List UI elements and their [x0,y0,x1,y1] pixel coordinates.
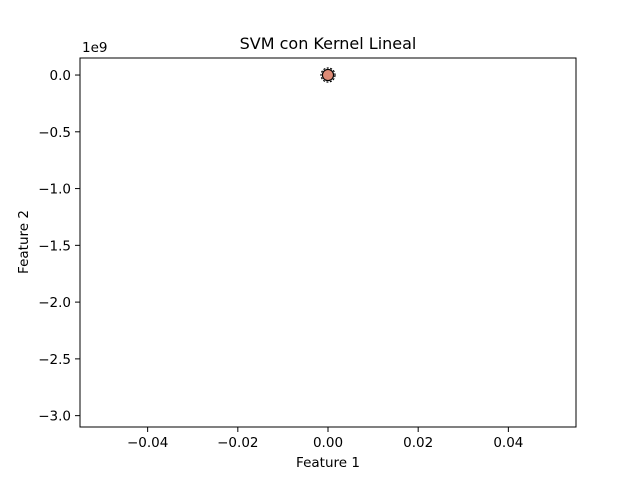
plot-area-frame [79,57,577,428]
x-axis-ticks: −0.04 −0.02 0.00 0.02 0.04 [127,427,523,451]
y-tick-label: 0.0 [50,68,71,84]
support-vector-ring [320,67,336,83]
x-tick-label: 0.00 [313,435,343,451]
x-tick-label: 0.02 [403,435,433,451]
chart-title: SVM con Kernel Lineal [240,34,417,53]
x-tick-label: −0.04 [127,435,168,451]
x-tick-label: −0.02 [217,435,258,451]
x-tick-label: 0.04 [493,435,523,451]
y-tick-label: −3.0 [38,409,71,425]
y-axis-label: Feature 2 [16,210,32,274]
y-tick-label: −2.0 [38,295,71,311]
scatter-point [322,69,334,82]
y-axis-ticks: 0.0 −0.5 −1.0 −1.5 −2.0 −2.5 −3.0 [38,68,80,425]
y-tick-label: −0.5 [38,125,71,141]
y-tick-label: −1.0 [38,182,71,198]
x-axis-label: Feature 1 [296,455,360,471]
scatter-points [320,67,336,83]
y-axis-offset-label: 1e9 [82,40,107,56]
y-tick-label: −2.5 [38,352,71,368]
y-tick-label: −1.5 [38,238,71,254]
